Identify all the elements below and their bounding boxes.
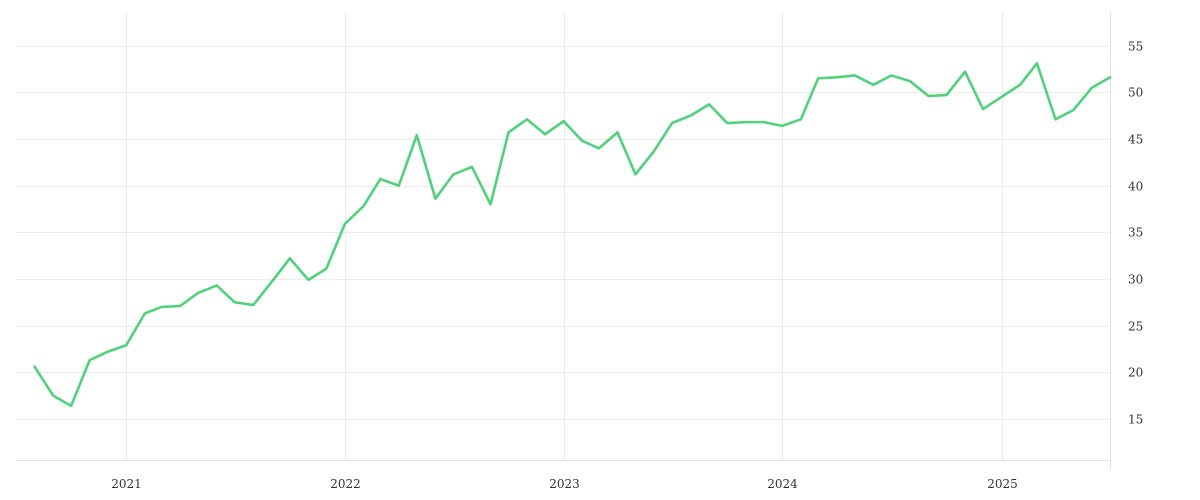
x-tick-label-2022: 2022: [330, 477, 361, 491]
x-tick-label-2024: 2024: [767, 477, 798, 491]
x-tick-label-2021: 2021: [111, 477, 142, 491]
y-tick-label-35: 35: [1128, 226, 1143, 240]
x-axis-tick-labels: 2021 2022 2023 2024 2025: [111, 477, 1018, 491]
x-tick-label-2023: 2023: [549, 477, 580, 491]
y-tick-label-45: 45: [1128, 133, 1143, 147]
y-tick-label-15: 15: [1128, 413, 1143, 427]
axes: [16, 12, 1111, 470]
series-line-0: [33, 62, 1112, 408]
y-tick-label-30: 30: [1128, 273, 1143, 287]
x-tick-label-2025: 2025: [987, 477, 1018, 491]
vertical-gridlines: [126, 12, 1003, 460]
y-tick-label-40: 40: [1128, 180, 1143, 194]
y-tick-label-50: 50: [1128, 86, 1143, 100]
series-layer: [33, 62, 1112, 408]
y-axis-tick-labels: 15 20 25 30 35 40 45 50 55: [1128, 40, 1143, 427]
y-tick-label-55: 55: [1128, 40, 1143, 54]
y-tick-label-25: 25: [1128, 320, 1143, 334]
horizontal-gridlines: [16, 46, 1110, 420]
y-tick-label-20: 20: [1128, 366, 1143, 380]
